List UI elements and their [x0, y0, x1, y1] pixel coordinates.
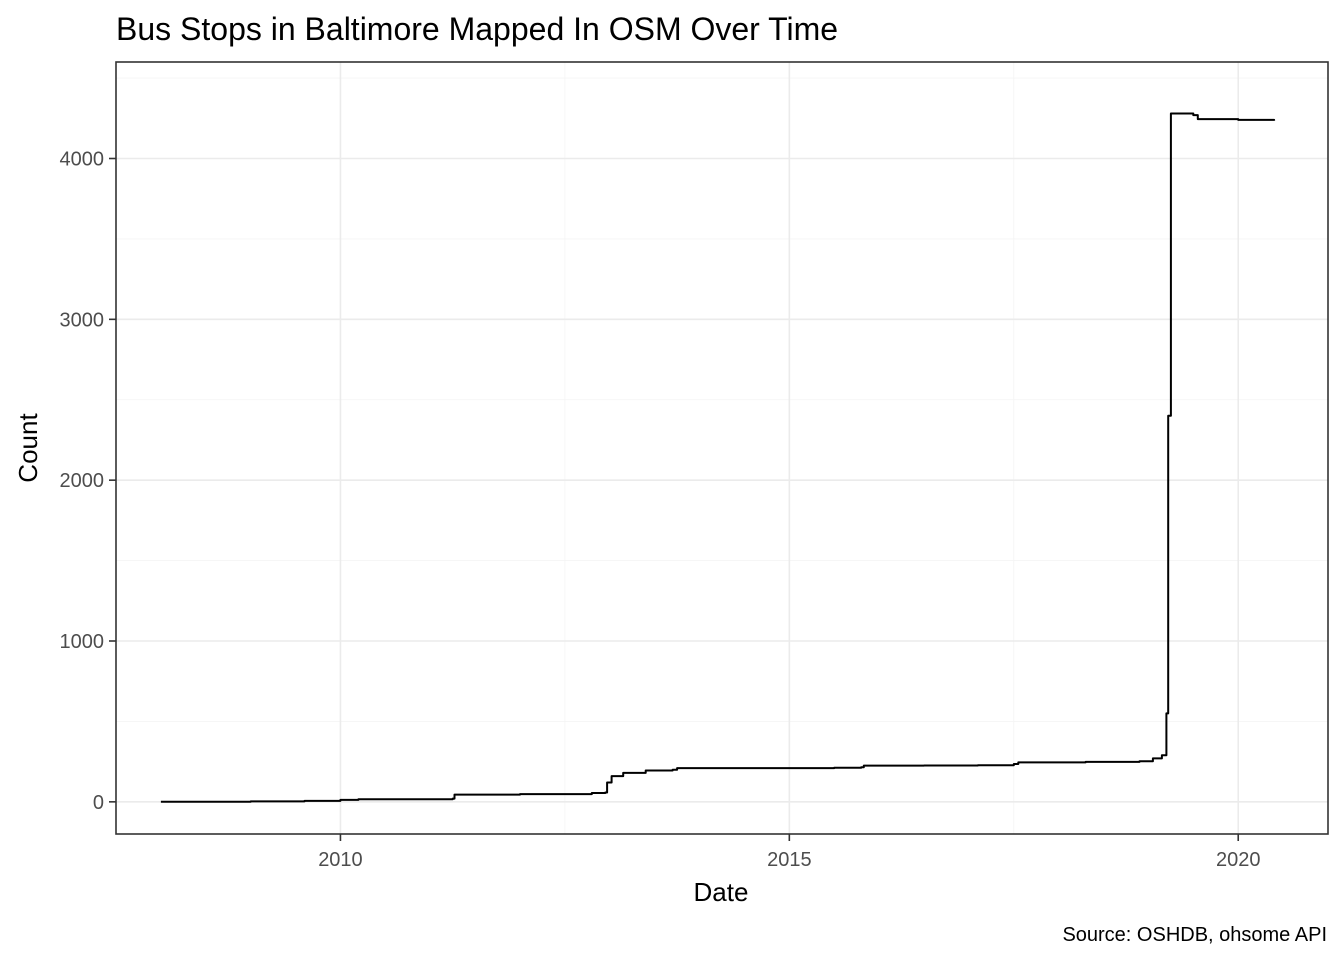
- y-tick-label: 1000: [60, 631, 105, 653]
- chart-title: Bus Stops in Baltimore Mapped In OSM Ove…: [116, 11, 838, 47]
- y-tick-label: 3000: [60, 309, 105, 331]
- y-axis-title: Count: [13, 413, 43, 483]
- y-tick-label: 0: [93, 792, 104, 814]
- grid-lines: [115, 62, 1328, 834]
- axis-ticks: 2010 2015 2020 0 1000 2000 3000 4000: [60, 149, 1261, 872]
- x-axis-title: Date: [694, 877, 749, 907]
- x-tick-label: 2010: [318, 849, 363, 871]
- plot-panel-border: [115, 61, 1329, 835]
- y-tick-label: 4000: [60, 149, 105, 171]
- bus-stop-count-line: [160, 112, 1276, 803]
- source-caption: Source: OSHDB, ohsome API: [1062, 924, 1327, 946]
- x-tick-label: 2015: [767, 849, 812, 871]
- y-tick-label: 2000: [60, 470, 105, 492]
- x-tick-label: 2020: [1216, 849, 1261, 871]
